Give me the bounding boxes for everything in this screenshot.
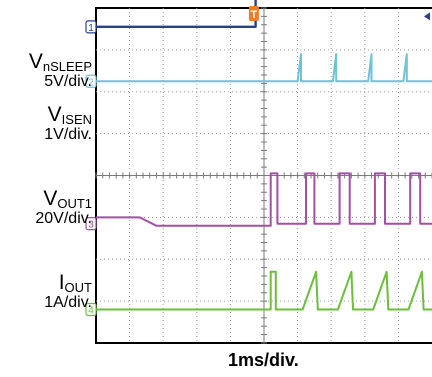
channel3-label: VOUT1 20V/div.: [35, 188, 92, 227]
channel1-name: VnSLEEP: [28, 50, 92, 74]
channel3-ground-marker-box: [85, 217, 97, 231]
trigger-marker-label: T: [251, 9, 258, 21]
channel2-ground-marker-label: 2: [88, 77, 94, 88]
trigger-level-arrow: [424, 12, 430, 21]
channel3-name: VOUT1: [43, 187, 92, 211]
channel1-ground-marker: 1: [85, 20, 97, 34]
channel4-ground-marker-label: 4: [88, 306, 94, 317]
channel1-scale: 5V/div.: [44, 73, 92, 90]
channel2-scale: 1V/div.: [44, 126, 92, 143]
channel1-label: VnSLEEP 5V/div.: [29, 51, 92, 90]
channel2-name: VISEN: [47, 103, 92, 127]
x-axis-scale-label: 1ms/div.: [228, 350, 299, 370]
trigger-marker: T: [248, 6, 430, 21]
channel3-trace: [96, 172, 432, 227]
channel1-trace: [96, 0, 257, 28]
channel3-ground-marker-label: 3: [88, 220, 94, 231]
channel4-label: IOUT 1A/div.: [44, 272, 92, 311]
channel1-ground-marker-label: 1: [88, 23, 94, 34]
trigger-marker-box: [248, 6, 259, 21]
channel-traces: [96, 0, 432, 311]
scope-grid: [95, 7, 432, 344]
channel4-name: IOUT: [58, 271, 92, 295]
channel2-label: VISEN 1V/div.: [44, 104, 92, 143]
channel3-ground-marker: 3: [85, 217, 97, 231]
channel4-scale: 1A/div.: [44, 294, 92, 311]
channel2-trace: [96, 53, 432, 83]
channel4-trace: [96, 270, 432, 311]
channel3-scale: 20V/div.: [35, 210, 92, 227]
